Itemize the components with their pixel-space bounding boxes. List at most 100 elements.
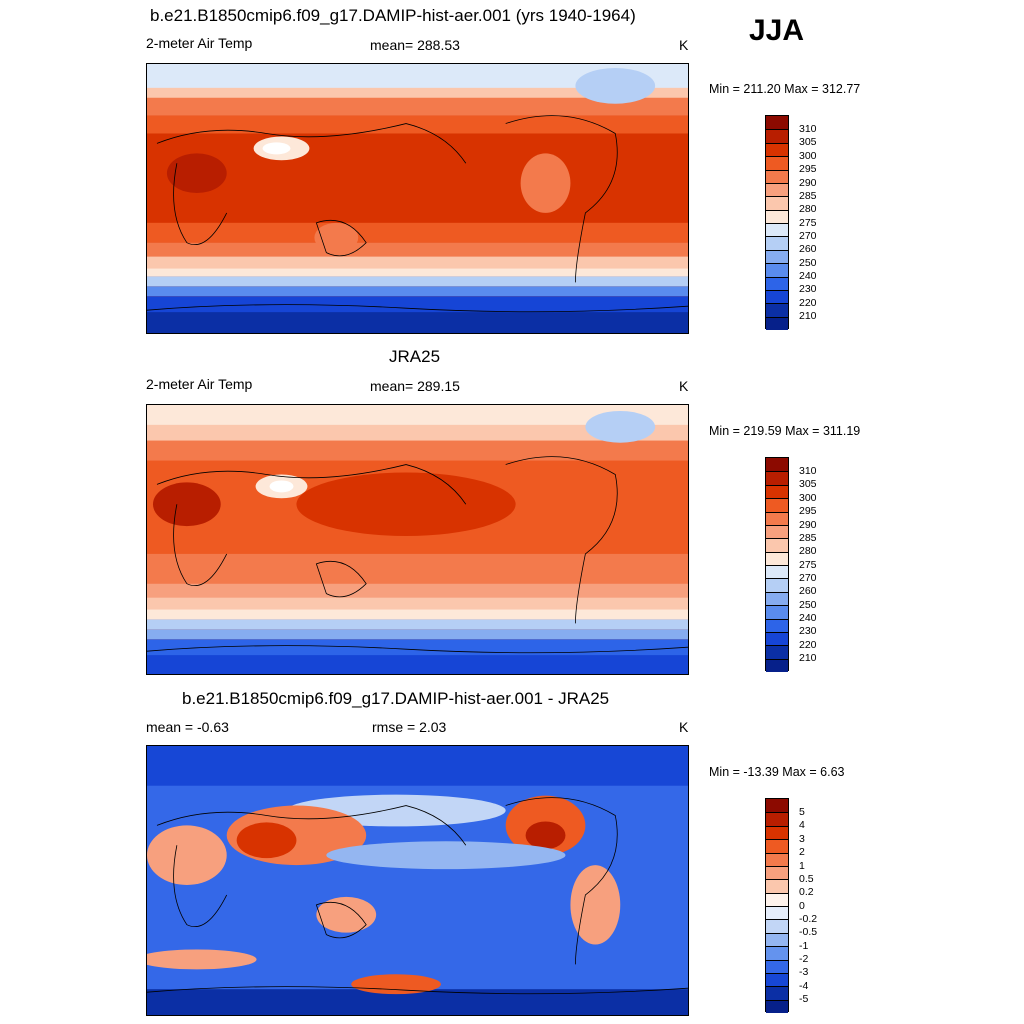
- colorbar-swatch: [766, 303, 788, 317]
- colorbar-swatch: [766, 551, 788, 565]
- colorbar-swatch: [766, 142, 788, 157]
- panel-3-colorbar-label: -0.2: [799, 913, 818, 925]
- colorbar-swatch: [766, 471, 788, 485]
- season-label: JJA: [749, 14, 805, 47]
- panel-2-colorbar-label: 300: [799, 492, 817, 504]
- panel-2-colorbar-label: 270: [799, 572, 817, 584]
- colorbar-swatch: [766, 906, 788, 920]
- panel-1-minmax: Min = 211.20 Max = 312.77: [709, 82, 861, 96]
- colorbar-swatch: [766, 156, 788, 170]
- colorbar-swatch: [766, 959, 788, 973]
- panel-1-variable-label: 2-meter Air Temp: [146, 35, 253, 51]
- colorbar-swatch: [766, 618, 788, 632]
- colorbar-swatch: [766, 578, 788, 592]
- panel-1-map: [146, 63, 689, 334]
- panel-2-colorbar-label: 275: [799, 559, 817, 571]
- colorbar-swatch: [766, 839, 788, 853]
- panel-1-colorbar-label: 250: [799, 257, 817, 269]
- colorbar-swatch: [766, 498, 788, 512]
- panel-2-map: [146, 404, 689, 675]
- colorbar-swatch: [766, 263, 788, 277]
- panel-2-colorbar-label: 240: [799, 612, 817, 624]
- panel-1-colorbar-label: 210: [799, 310, 817, 322]
- panel-2-colorbar-label: 290: [799, 519, 817, 531]
- panel-2-colorbar-label: 250: [799, 599, 817, 611]
- panel-3-colorbar-label: 0: [799, 900, 805, 912]
- panel-3-units-label: K: [679, 719, 689, 735]
- panel-1-colorbar-label: 260: [799, 243, 817, 255]
- panel-1-colorbar-label: 240: [799, 270, 817, 282]
- colorbar-swatch: [766, 852, 788, 866]
- panel-2-colorbar-label: 310: [799, 465, 817, 477]
- panel-2-colorbar-label: 305: [799, 478, 817, 490]
- panel-1-colorbar-label: 220: [799, 297, 817, 309]
- panel-3-colorbar-label: 0.2: [799, 886, 814, 898]
- panel-1-colorbar-label: 305: [799, 136, 817, 148]
- colorbar-swatch: [766, 865, 788, 880]
- colorbar-swatch: [766, 511, 788, 525]
- panel-2-mean-label: mean= 289.15: [370, 378, 460, 394]
- panel-2-colorbar-label: 285: [799, 532, 817, 544]
- colorbar-swatch: [766, 605, 788, 619]
- colorbar-swatch: [766, 986, 788, 1000]
- colorbar-swatch: [766, 169, 788, 183]
- panel-1-colorbar-label: 275: [799, 217, 817, 229]
- panel-2-colorbar-label: 260: [799, 585, 817, 597]
- panel-1-colorbar-label: 285: [799, 190, 817, 202]
- colorbar-swatch: [766, 631, 788, 646]
- panel-1-colorbar-label: 295: [799, 163, 817, 175]
- panel-3-colorbar-label: -4: [799, 980, 809, 992]
- panel-3-colorbar-box: [765, 798, 789, 1013]
- panel-2-units-label: K: [679, 378, 689, 394]
- colorbar-swatch: [766, 946, 788, 960]
- panel-1-colorbar-label: 310: [799, 123, 817, 135]
- panel-2-variable-label: 2-meter Air Temp: [146, 376, 253, 392]
- colorbar-swatch: [766, 458, 788, 472]
- panel-1-title: b.e21.B1850cmip6.f09_g17.DAMIP-hist-aer.…: [150, 6, 636, 25]
- panel-3-colorbar-label: -5: [799, 993, 809, 1005]
- colorbar-swatch: [766, 249, 788, 264]
- panel-3-title: b.e21.B1850cmip6.f09_g17.DAMIP-hist-aer.…: [182, 689, 610, 708]
- colorbar-swatch: [766, 799, 788, 813]
- panel-1-colorbar-label: 300: [799, 150, 817, 162]
- panel-3-rmse-label: rmse = 2.03: [372, 719, 447, 735]
- colorbar-swatch: [766, 812, 788, 826]
- colorbar-swatch: [766, 524, 788, 539]
- panel-2-colorbar-label: 295: [799, 505, 817, 517]
- panel-2-title: JRA25: [389, 347, 441, 366]
- colorbar-swatch: [766, 223, 788, 237]
- colorbar-swatch: [766, 658, 788, 672]
- panel-3-colorbar-label: -3: [799, 966, 809, 978]
- colorbar-swatch: [766, 591, 788, 606]
- colorbar-swatch: [766, 645, 788, 659]
- panel-3-map: [146, 745, 689, 1016]
- colorbar-swatch: [766, 236, 788, 250]
- colorbar-swatch: [766, 484, 788, 499]
- panel-1-colorbar-label: 270: [799, 230, 817, 242]
- panel-3-mean-label: mean = -0.63: [146, 719, 229, 735]
- panel-3-colorbar-label: 3: [799, 833, 805, 845]
- colorbar-swatch: [766, 538, 788, 552]
- colorbar-swatch: [766, 316, 788, 330]
- panel-3-colorbar-label: 1: [799, 860, 805, 872]
- colorbar-swatch: [766, 289, 788, 304]
- panel-2-colorbar-label: 230: [799, 625, 817, 637]
- panel-3-colorbar-label: -2: [799, 953, 809, 965]
- colorbar-swatch: [766, 565, 788, 579]
- panel-3-colorbar-label: 2: [799, 846, 805, 858]
- panel-3-colorbar-label: -0.5: [799, 926, 818, 938]
- colorbar-swatch: [766, 892, 788, 906]
- colorbar-swatch: [766, 932, 788, 947]
- panel-1-colorbar-label: 230: [799, 283, 817, 295]
- colorbar-swatch: [766, 919, 788, 933]
- panel-3-minmax: Min = -13.39 Max = 6.63: [709, 765, 845, 779]
- colorbar-swatch: [766, 116, 788, 130]
- colorbar-swatch: [766, 972, 788, 987]
- panel-1-colorbar-label: 290: [799, 177, 817, 189]
- colorbar-swatch: [766, 196, 788, 210]
- panel-2-minmax: Min = 219.59 Max = 311.19: [709, 424, 861, 438]
- panel-2-colorbar-box: [765, 457, 789, 672]
- panel-1-units-label: K: [679, 37, 689, 53]
- colorbar-swatch: [766, 276, 788, 290]
- panel-3-colorbar-label: -1: [799, 940, 809, 952]
